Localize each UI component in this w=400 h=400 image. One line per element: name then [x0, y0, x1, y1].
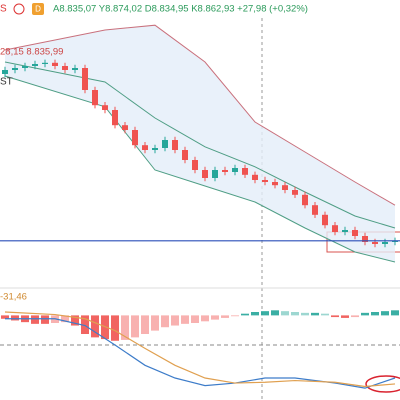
- candle-body: [22, 66, 28, 68]
- candle-body: [292, 190, 298, 195]
- histogram-bar: [1, 315, 9, 319]
- histogram-bar: [331, 315, 339, 318]
- histogram-bar: [141, 315, 149, 334]
- candle-body: [82, 68, 88, 90]
- histogram-bar: [321, 313, 329, 316]
- candle-body: [122, 125, 128, 130]
- histogram-bar: [351, 315, 359, 318]
- histogram-bar: [41, 315, 49, 324]
- candle-body: [132, 130, 138, 146]
- histogram-bar: [361, 312, 369, 316]
- candle-body: [382, 242, 388, 244]
- histogram-bar: [161, 315, 169, 328]
- candle-body: [172, 140, 178, 150]
- candle-body: [42, 62, 48, 64]
- candle-body: [12, 68, 18, 70]
- histogram-bar: [111, 315, 119, 341]
- candle-body: [32, 64, 38, 66]
- candle-body: [212, 170, 218, 178]
- candle-body: [232, 168, 238, 172]
- candle-body: [142, 145, 148, 150]
- candle-body: [222, 170, 228, 172]
- candle-body: [362, 236, 368, 242]
- histogram-bar: [381, 311, 389, 316]
- macd-line: [4, 311, 396, 388]
- header-bar: [0, 0, 400, 18]
- histogram-bar: [281, 311, 289, 316]
- histogram-bar: [71, 315, 79, 326]
- annotation-circle: [365, 375, 400, 393]
- badge-box: [32, 3, 44, 15]
- histogram-bar: [181, 315, 189, 324]
- candle-body: [332, 225, 338, 232]
- histogram-bar: [371, 312, 379, 316]
- histogram-bar: [61, 315, 69, 323]
- candle-body: [282, 185, 288, 190]
- candle-body: [72, 68, 78, 70]
- candle-body: [372, 242, 378, 244]
- histogram-bar: [211, 315, 219, 320]
- histogram-bar: [261, 311, 269, 316]
- candle-body: [342, 230, 348, 232]
- badge: D: [35, 5, 41, 14]
- candle-body: [182, 150, 188, 160]
- candle-body: [152, 148, 158, 150]
- histogram-bar: [341, 315, 349, 318]
- macd-line: [5, 318, 396, 389]
- candle-body: [162, 140, 168, 148]
- candle-body: [112, 110, 118, 126]
- candle-body: [312, 205, 318, 215]
- band-values: 28,15 8.835,99: [0, 47, 63, 58]
- histogram-bar: [271, 310, 279, 316]
- histogram-bar: [201, 315, 209, 322]
- histogram-bar: [191, 315, 199, 323]
- candle-body: [102, 105, 108, 110]
- candle-body: [262, 180, 268, 182]
- histogram-bar: [251, 312, 259, 316]
- ohlc: A8.835,07 Y8.874,02 D8.834,95 K8.862,93 …: [53, 4, 308, 15]
- histogram-bar: [131, 315, 139, 338]
- candle-body: [202, 170, 208, 178]
- candle-body: [92, 90, 98, 106]
- band-line: [4, 24, 396, 206]
- histogram-bar: [121, 315, 129, 340]
- candle-body: [272, 182, 278, 186]
- candle-body: [2, 70, 8, 74]
- histogram-bar: [231, 315, 239, 317]
- histogram-bar: [31, 315, 39, 324]
- status-dot: [13, 3, 25, 15]
- symbol: S: [0, 4, 7, 15]
- histogram-bar: [81, 315, 89, 334]
- candle-body: [52, 62, 58, 66]
- histogram-bar: [11, 315, 19, 321]
- band-line: [4, 61, 396, 229]
- candle-body: [322, 214, 328, 226]
- histogram-bar: [241, 313, 249, 316]
- histogram-bar: [91, 315, 99, 338]
- histogram-bar: [311, 312, 319, 316]
- candle-body: [352, 230, 358, 236]
- histogram-bar: [151, 315, 159, 331]
- histogram-bar: [171, 315, 179, 326]
- macd-value: -31,46: [0, 292, 27, 303]
- histogram-bar: [301, 312, 309, 316]
- name-fragment: ST: [0, 77, 13, 88]
- candle-body: [62, 66, 68, 70]
- candle-body: [252, 174, 258, 180]
- histogram-bar: [391, 310, 399, 316]
- histogram-bar: [221, 315, 229, 318]
- histogram-bar: [291, 312, 299, 316]
- candle-body: [302, 194, 308, 206]
- candle-body: [242, 168, 248, 175]
- candle-body: [192, 160, 198, 170]
